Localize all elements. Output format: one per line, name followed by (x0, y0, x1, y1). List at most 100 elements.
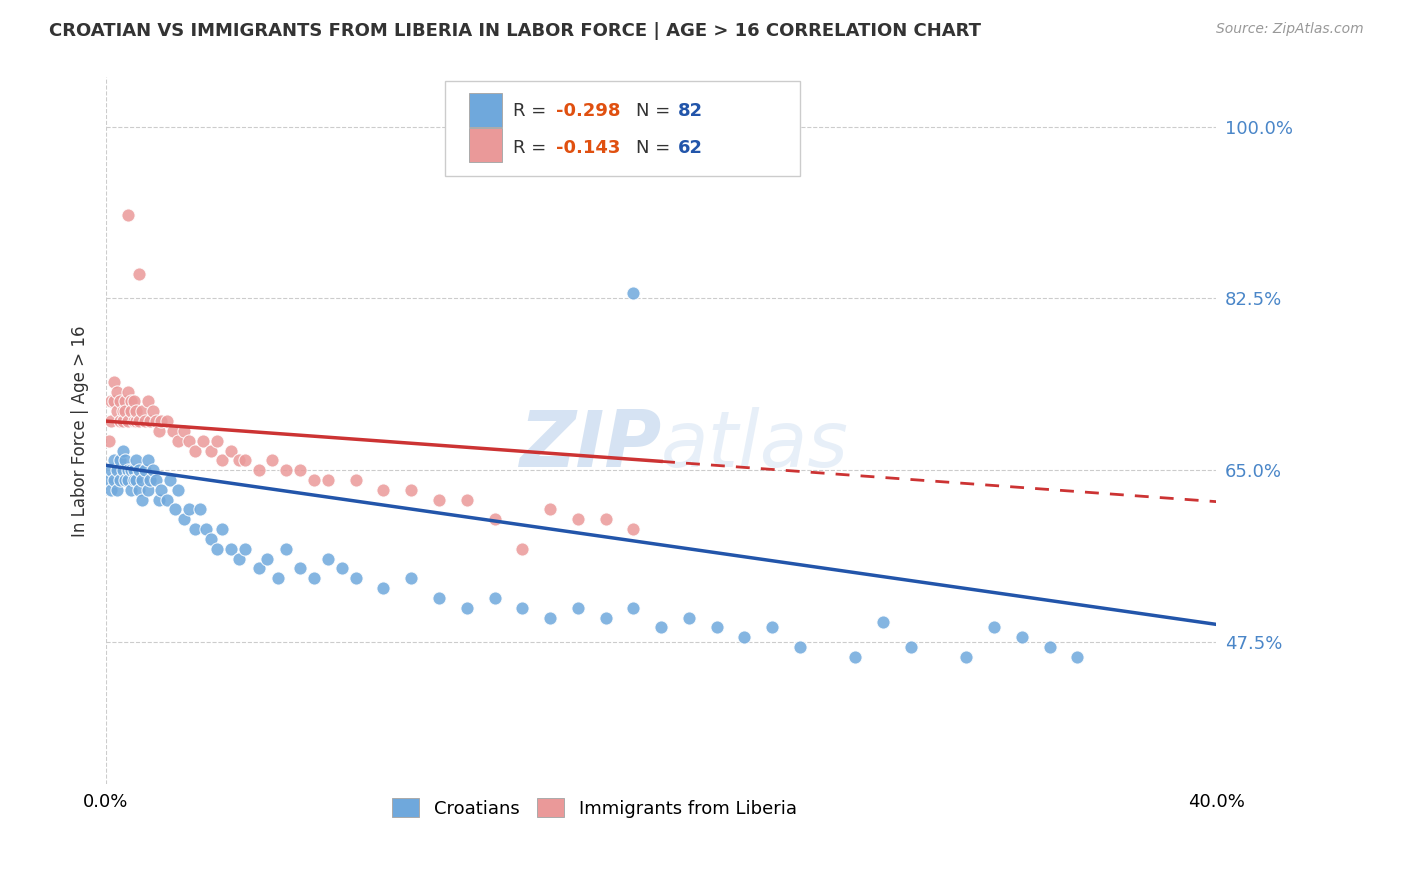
Point (872, 615, 894, 630)
Point (621, 286, 644, 301)
Text: 82: 82 (678, 102, 703, 120)
Point (142, 404, 165, 418)
Point (510, 541, 533, 556)
Point (621, 522, 644, 536)
Point (114, 404, 136, 418)
Point (128, 414, 150, 428)
Point (100, 394, 122, 409)
Point (247, 561, 270, 575)
Point (733, 630, 755, 644)
Point (108, 394, 131, 409)
Point (191, 434, 214, 448)
Point (111, 404, 134, 418)
Point (145, 414, 167, 428)
Point (117, 473, 139, 487)
Text: 62: 62 (678, 139, 703, 157)
Point (131, 404, 153, 418)
Text: atlas: atlas (661, 407, 849, 483)
Point (103, 453, 125, 467)
Point (200, 443, 222, 458)
Point (219, 443, 242, 458)
Point (136, 483, 159, 497)
Point (173, 424, 195, 438)
Point (789, 640, 811, 654)
Point (844, 649, 866, 664)
Point (316, 473, 339, 487)
Point (100, 463, 122, 477)
Point (538, 502, 561, 516)
Point (205, 434, 228, 448)
Point (595, 610, 617, 624)
Point (484, 512, 506, 526)
Point (105, 463, 128, 477)
Point (108, 453, 131, 467)
Point (955, 649, 977, 664)
Point (302, 571, 325, 585)
Point (105, 384, 128, 399)
Point (427, 591, 450, 605)
Text: N =: N = (636, 139, 675, 157)
Point (125, 414, 148, 428)
Point (373, 483, 395, 497)
Point (105, 404, 128, 418)
Point (247, 463, 270, 477)
Point (150, 483, 173, 497)
Point (117, 384, 139, 399)
Point (122, 463, 145, 477)
Point (900, 640, 922, 654)
Text: N =: N = (636, 102, 675, 120)
Point (97, 434, 120, 448)
Point (128, 267, 150, 281)
Point (179, 502, 201, 516)
Point (650, 620, 672, 634)
Point (1039, 640, 1062, 654)
Point (103, 394, 125, 409)
Point (427, 492, 450, 507)
Point (134, 414, 156, 428)
Point (510, 600, 533, 615)
Point (114, 453, 136, 467)
Point (761, 620, 783, 634)
Point (228, 551, 250, 566)
Point (139, 473, 162, 487)
Point (256, 551, 278, 566)
Point (262, 453, 284, 467)
Point (117, 208, 139, 222)
Point (373, 581, 395, 595)
Text: R =: R = (513, 139, 553, 157)
Text: Source: ZipAtlas.com: Source: ZipAtlas.com (1216, 22, 1364, 37)
Point (128, 463, 150, 477)
Point (567, 512, 589, 526)
Point (983, 620, 1005, 634)
Point (399, 483, 422, 497)
Point (316, 551, 339, 566)
Text: -0.143: -0.143 (555, 139, 620, 157)
Point (290, 561, 312, 575)
Point (228, 453, 250, 467)
Point (211, 453, 233, 467)
Point (276, 463, 298, 477)
Text: CROATIAN VS IMMIGRANTS FROM LIBERIA IN LABOR FORCE | AGE > 16 CORRELATION CHART: CROATIAN VS IMMIGRANTS FROM LIBERIA IN L… (49, 22, 981, 40)
Point (344, 571, 367, 585)
Point (456, 600, 478, 615)
Point (120, 394, 142, 409)
Bar (470, 93, 502, 127)
Point (205, 541, 228, 556)
Point (97, 473, 120, 487)
Point (139, 414, 162, 428)
Point (150, 414, 173, 428)
Point (233, 541, 256, 556)
Bar (470, 128, 502, 162)
Point (117, 414, 139, 428)
Point (595, 512, 617, 526)
Point (122, 394, 145, 409)
Point (156, 414, 179, 428)
Point (1066, 649, 1088, 664)
Point (136, 453, 159, 467)
Point (567, 600, 589, 615)
Point (142, 463, 165, 477)
Point (621, 600, 644, 615)
Point (200, 532, 222, 546)
Point (267, 571, 290, 585)
Point (456, 492, 478, 507)
